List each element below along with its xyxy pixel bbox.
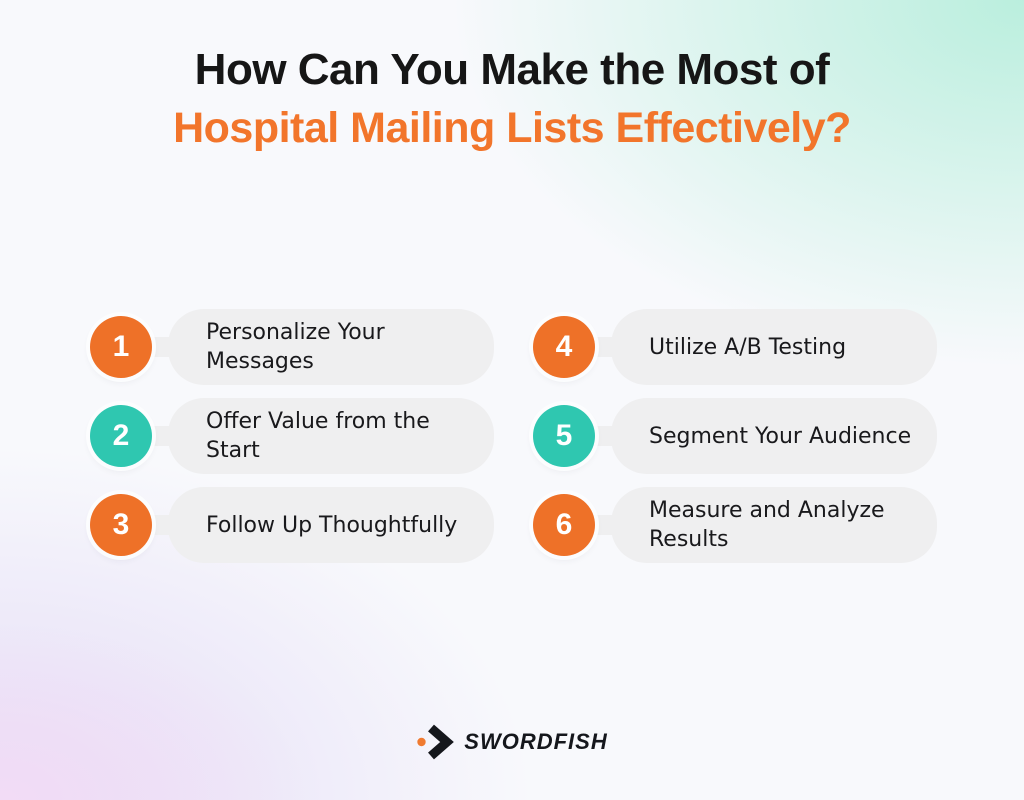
step-label-3: Follow Up Thoughtfully [206, 512, 458, 538]
step-label-1: Personalize Your Messages [206, 320, 385, 374]
step-number-badge-6: 6 [533, 494, 595, 556]
step-pill-3: Follow Up Thoughtfully [168, 487, 494, 563]
steps-grid: 1 Personalize Your Messages 2 Offer Valu… [88, 309, 937, 563]
step-number-5: 5 [555, 419, 573, 452]
step-number-badge-3: 3 [90, 494, 152, 556]
step-pill-4: Utilize A/B Testing [611, 309, 937, 385]
step-number-badge-2: 2 [90, 405, 152, 467]
step-label-5: Segment Your Audience [649, 423, 912, 449]
step-item-5: 5 Segment Your Audience [531, 398, 937, 474]
step-number-badge-1: 1 [90, 316, 152, 378]
swordfish-chevron-icon [416, 720, 456, 764]
step-pill-6: Measure and Analyze Results [611, 487, 937, 563]
step-item-4: 4 Utilize A/B Testing [531, 309, 937, 385]
steps-column-left: 1 Personalize Your Messages 2 Offer Valu… [88, 309, 494, 563]
step-number-4: 4 [555, 330, 573, 363]
title-line-1: How Can You Make the Most of [194, 45, 830, 94]
step-item-6: 6 Measure and Analyze Results [531, 487, 937, 563]
steps-column-right: 4 Utilize A/B Testing 5 Segment Your Aud… [531, 309, 937, 563]
step-pill-2: Offer Value from the Start [168, 398, 494, 474]
step-item-3: 3 Follow Up Thoughtfully [88, 487, 494, 563]
step-label-2: Offer Value from the Start [206, 409, 430, 463]
step-number-1: 1 [112, 330, 130, 363]
brand-name: SWORDFISH [464, 729, 608, 754]
step-number-badge-5: 5 [533, 405, 595, 467]
step-number-badge-4: 4 [533, 316, 595, 378]
step-item-2: 2 Offer Value from the Start [88, 398, 494, 474]
step-pill-1: Personalize Your Messages [168, 309, 494, 385]
step-label-6: Measure and Analyze Results [649, 498, 885, 552]
page-title: How Can You Make the Most of Hospital Ma… [0, 44, 1024, 154]
step-number-2: 2 [112, 419, 130, 452]
step-item-1: 1 Personalize Your Messages [88, 309, 494, 385]
step-label-4: Utilize A/B Testing [649, 334, 847, 360]
step-number-3: 3 [112, 508, 130, 541]
title-line-2: Hospital Mailing Lists Effectively? [173, 104, 851, 152]
step-number-6: 6 [555, 508, 573, 541]
step-pill-5: Segment Your Audience [611, 398, 937, 474]
brand-logo: SWORDFISH [0, 720, 1024, 764]
